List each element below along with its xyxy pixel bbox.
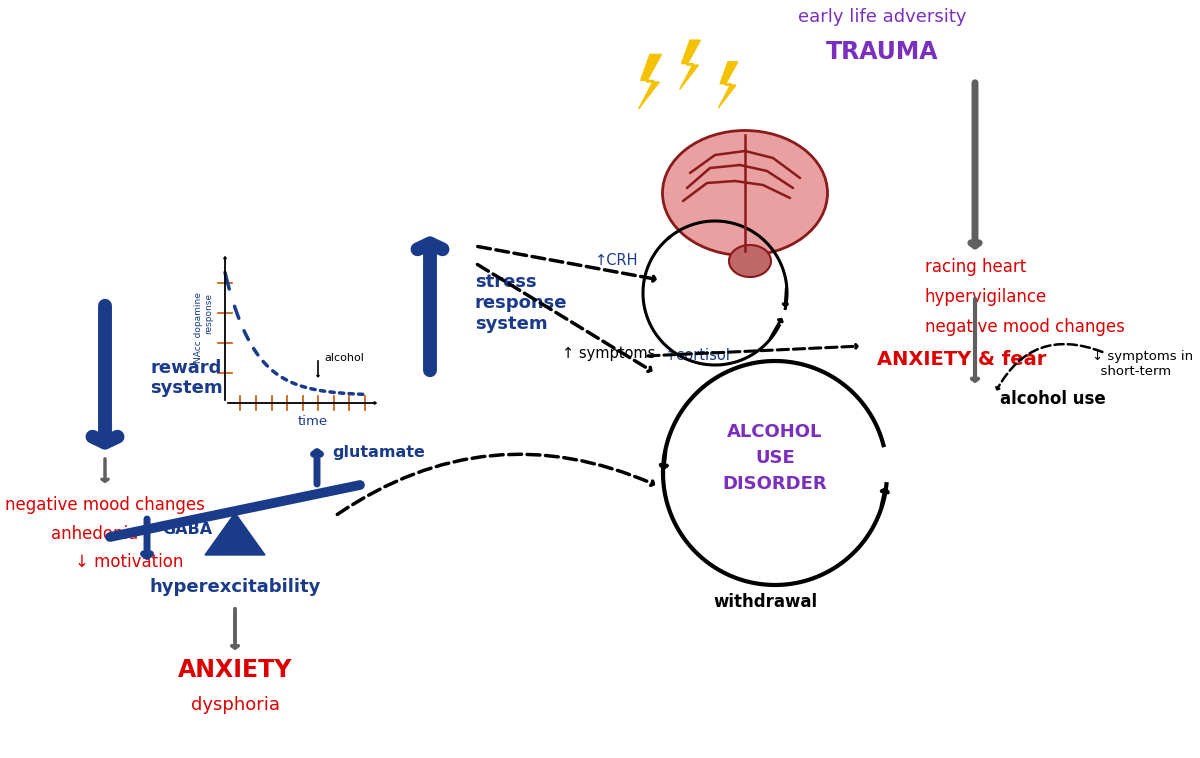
Text: ↑ symptoms: ↑ symptoms [562, 346, 655, 361]
Polygon shape [638, 55, 661, 109]
Text: time: time [298, 415, 328, 428]
Text: stress
response
system: stress response system [475, 273, 568, 333]
Polygon shape [679, 40, 701, 89]
Text: ↓ symptoms in
  short-term: ↓ symptoms in short-term [1092, 350, 1193, 378]
Text: ALCOHOL
USE
DISORDER: ALCOHOL USE DISORDER [722, 423, 827, 493]
Text: ↑CRH: ↑CRH [594, 253, 638, 268]
Text: withdrawal: withdrawal [713, 593, 817, 611]
Text: hyperexcitability: hyperexcitability [149, 578, 320, 596]
Text: TRAUMA: TRAUMA [826, 40, 938, 64]
Ellipse shape [662, 130, 828, 255]
Text: glutamate: glutamate [332, 445, 425, 460]
Polygon shape [205, 513, 265, 555]
Text: negative mood changes: negative mood changes [5, 496, 205, 514]
Text: ANXIETY: ANXIETY [178, 658, 293, 682]
Polygon shape [719, 62, 738, 108]
Text: ↑cortisol: ↑cortisol [665, 348, 731, 363]
Ellipse shape [730, 245, 772, 277]
Text: ANXIETY & fear: ANXIETY & fear [877, 350, 1046, 369]
Text: NAcc dopamine
response: NAcc dopamine response [193, 293, 214, 363]
Text: hypervigilance: hypervigilance [925, 288, 1048, 306]
Text: GABA: GABA [162, 522, 212, 537]
Text: reward
system: reward system [150, 359, 223, 397]
Text: ↓ motivation: ↓ motivation [74, 553, 184, 571]
Text: early life adversity: early life adversity [798, 8, 966, 26]
Text: racing heart: racing heart [925, 258, 1026, 276]
Text: negative mood changes: negative mood changes [925, 318, 1124, 336]
Text: alcohol: alcohol [324, 353, 364, 363]
Text: alcohol use: alcohol use [1000, 390, 1105, 408]
Text: dysphoria: dysphoria [191, 696, 280, 714]
Text: anhedonia: anhedonia [52, 525, 139, 543]
